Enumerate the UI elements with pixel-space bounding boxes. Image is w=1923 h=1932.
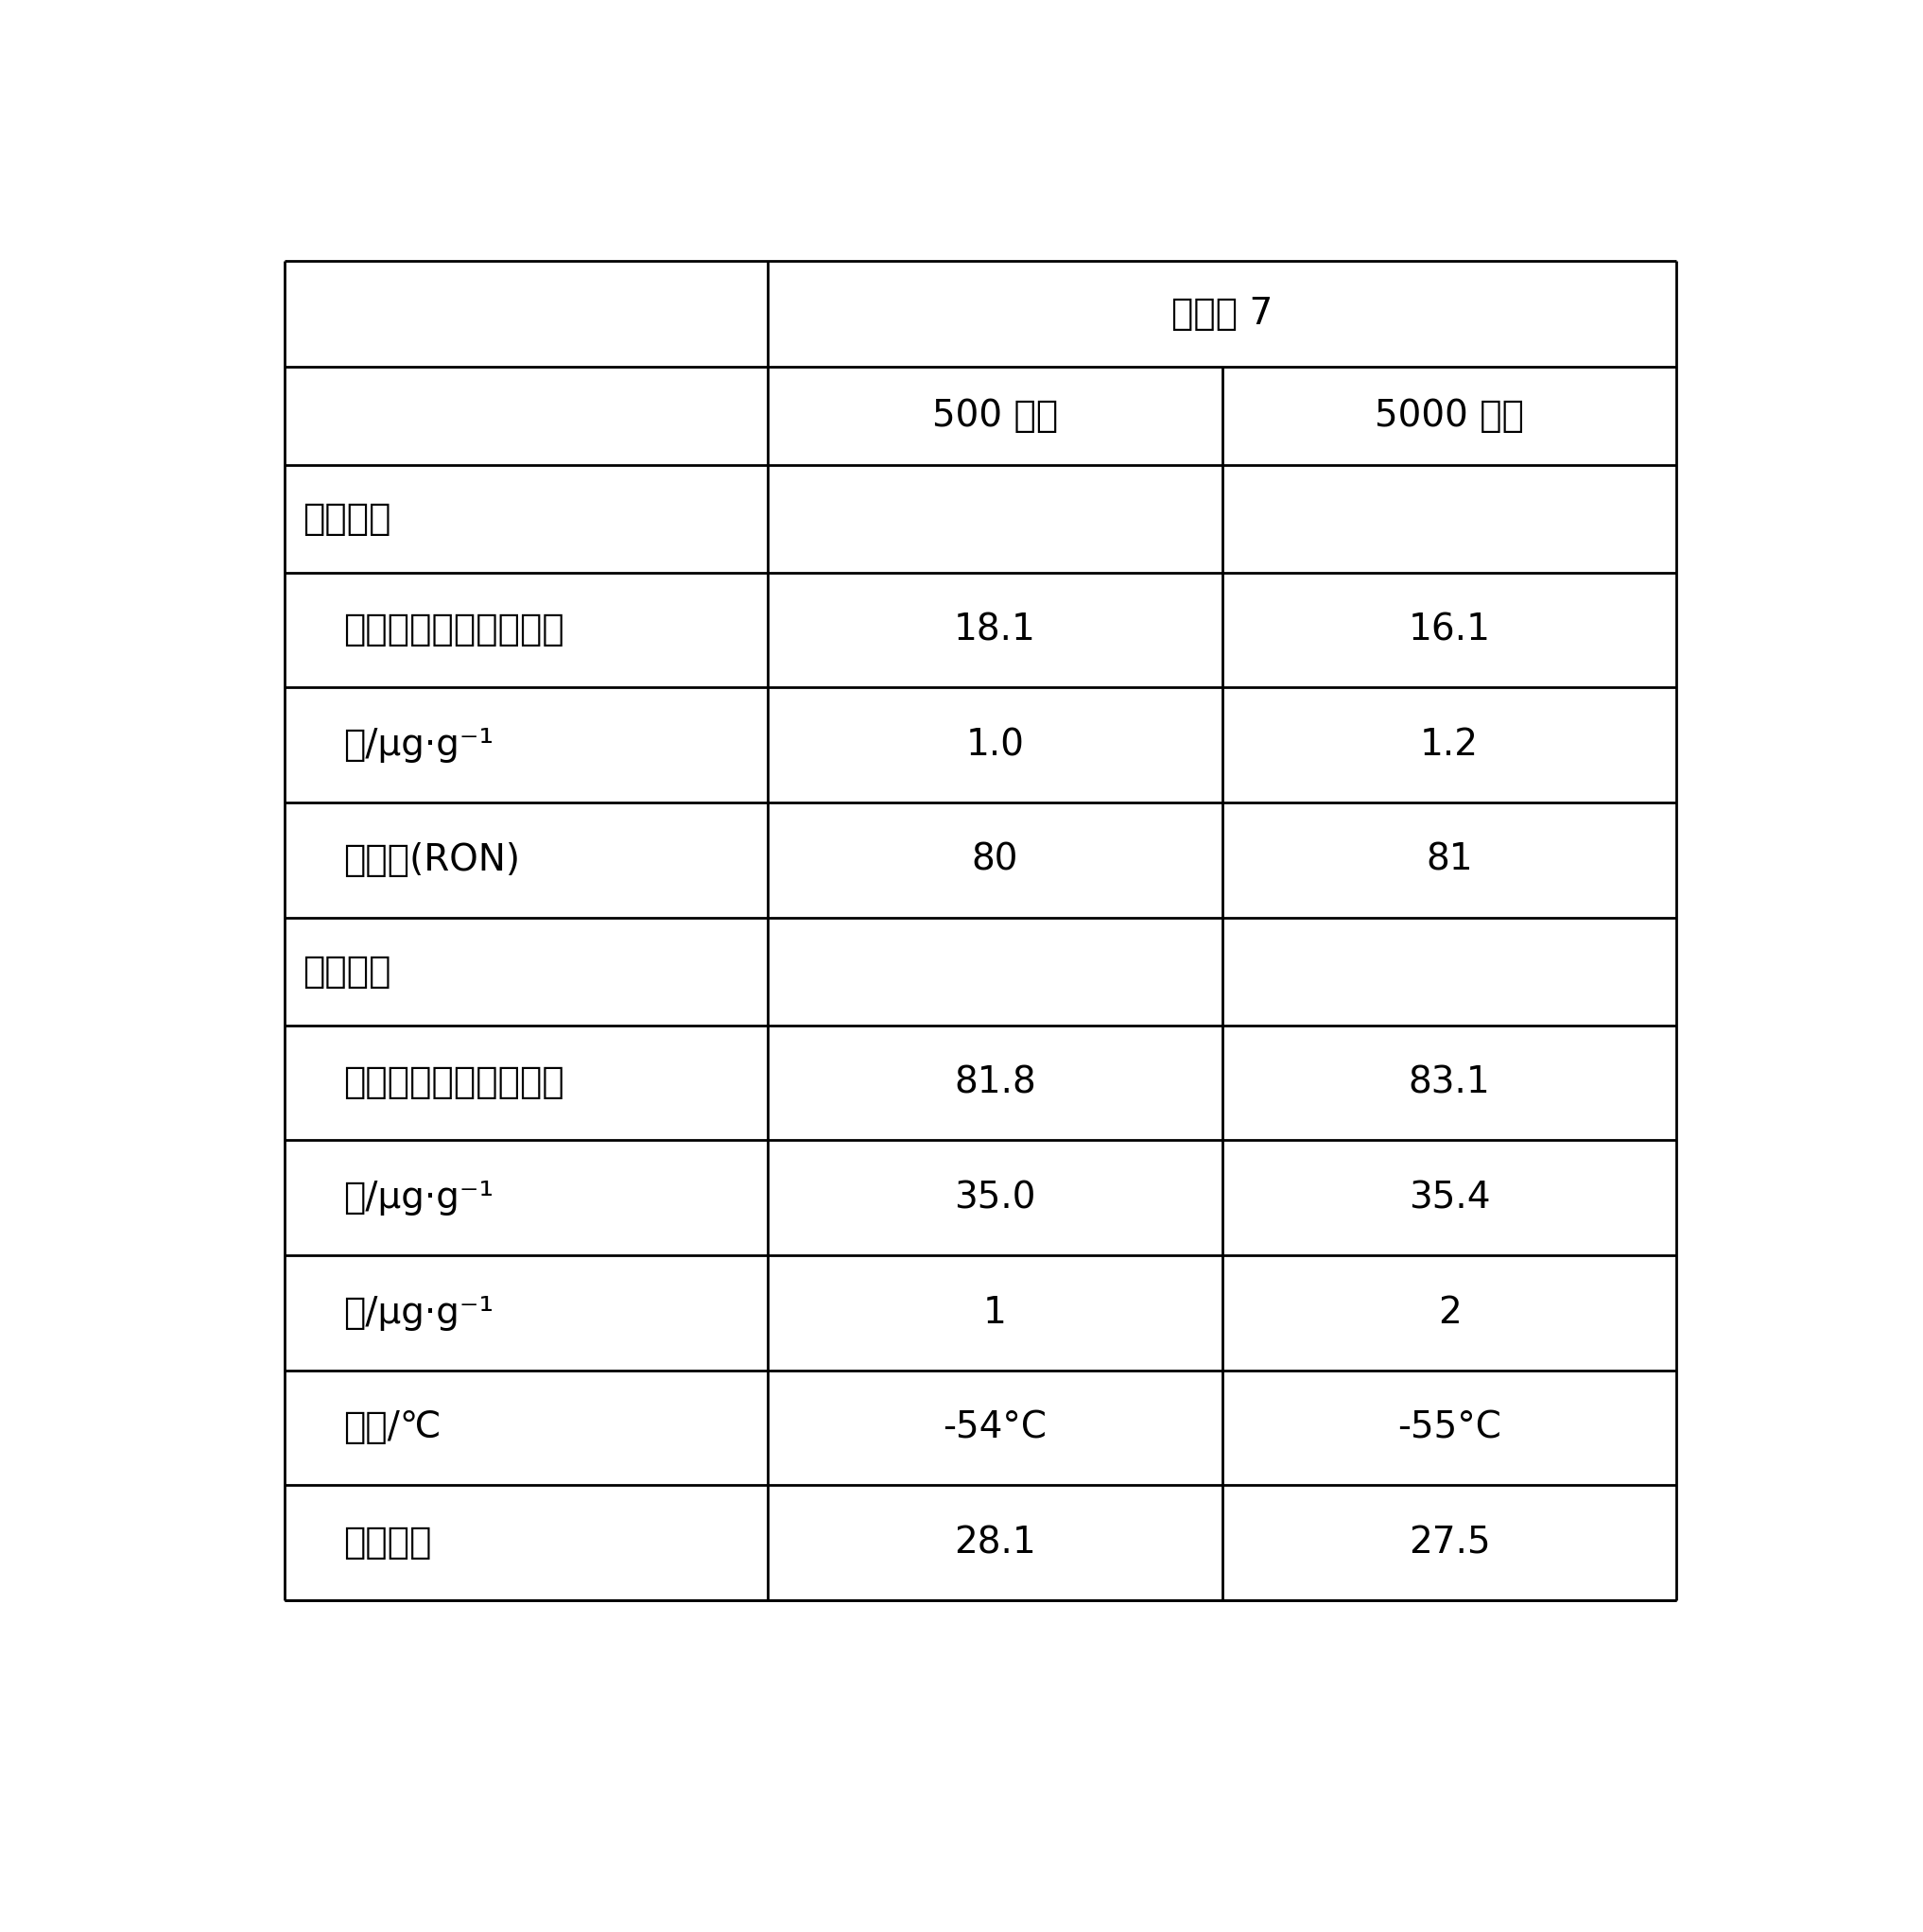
Text: -55°C: -55°C xyxy=(1398,1410,1502,1445)
Text: 35.4: 35.4 xyxy=(1408,1180,1490,1215)
Text: 硬/μg·g⁻¹: 硬/μg·g⁻¹ xyxy=(342,1180,494,1215)
Text: 80: 80 xyxy=(971,842,1019,877)
Text: 凝点/℃: 凝点/℃ xyxy=(342,1410,440,1445)
Text: 1: 1 xyxy=(983,1294,1008,1331)
Text: 28.1: 28.1 xyxy=(954,1524,1036,1561)
Text: 18.1: 18.1 xyxy=(954,612,1036,647)
Text: 汽油性质: 汽油性质 xyxy=(302,500,390,537)
Text: 81.8: 81.8 xyxy=(954,1065,1036,1101)
Text: -54°C: -54°C xyxy=(942,1410,1046,1445)
Text: 500 小时: 500 小时 xyxy=(933,398,1058,433)
Text: 35.0: 35.0 xyxy=(954,1180,1036,1215)
Text: 实施例 7: 实施例 7 xyxy=(1171,296,1273,332)
Text: 柴油性质: 柴油性质 xyxy=(302,952,390,989)
Text: 1.0: 1.0 xyxy=(965,726,1025,763)
Text: 2: 2 xyxy=(1438,1294,1461,1331)
Text: 16.1: 16.1 xyxy=(1408,612,1490,647)
Text: 收率，％（质量分数）: 收率，％（质量分数） xyxy=(342,612,563,647)
Text: 5000 小时: 5000 小时 xyxy=(1375,398,1525,433)
Text: 辛烷值(RON): 辛烷值(RON) xyxy=(342,842,519,877)
Text: 1.2: 1.2 xyxy=(1419,726,1479,763)
Text: 收率，％（质量分数）: 收率，％（质量分数） xyxy=(342,1065,563,1101)
Text: 83.1: 83.1 xyxy=(1408,1065,1490,1101)
Text: 81: 81 xyxy=(1425,842,1473,877)
Text: 27.5: 27.5 xyxy=(1408,1524,1490,1561)
Text: 十六烷值: 十六烷值 xyxy=(342,1524,431,1561)
Text: 硬/μg·g⁻¹: 硬/μg·g⁻¹ xyxy=(342,726,494,763)
Text: 氮/μg·g⁻¹: 氮/μg·g⁻¹ xyxy=(342,1294,494,1331)
